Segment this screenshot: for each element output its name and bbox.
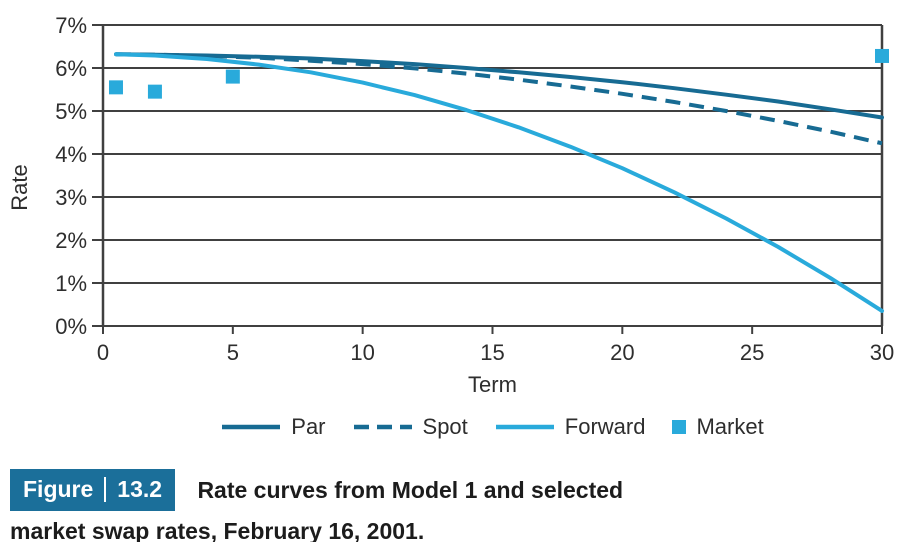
series-forward-line [114, 52, 884, 313]
y-tick-label: 2% [55, 228, 87, 253]
figure-badge-label: Figure [23, 476, 94, 502]
x-tick-label: 5 [227, 340, 239, 365]
legend-item-spot: Spot [353, 414, 468, 440]
x-tick-label: 30 [870, 340, 894, 365]
y-tick-label: 5% [55, 99, 87, 124]
y-tick-label: 0% [55, 314, 87, 339]
figure-caption: Figure 13.2 Rate curves from Model 1 and… [10, 469, 700, 542]
caption-line-2: market swap rates, February 16, 2001. [10, 518, 425, 542]
legend-label: Par [291, 414, 326, 439]
legend-label: Spot [422, 414, 468, 439]
caption-line-1: Rate curves from Model 1 and selected [197, 477, 624, 504]
y-tick-label: 3% [55, 185, 87, 210]
y-tick-label: 4% [55, 142, 87, 167]
legend-swatch-line [495, 424, 554, 430]
x-tick-label: 20 [610, 340, 634, 365]
x-tick-label: 0 [97, 340, 109, 365]
y-tick-label: 6% [55, 56, 87, 81]
figure-badge: Figure 13.2 [10, 469, 176, 511]
x-axis-label: Term [468, 372, 517, 397]
x-tick-label: 15 [480, 340, 504, 365]
y-tick-label: 1% [55, 271, 87, 296]
figure-badge-divider [104, 476, 107, 502]
legend-swatch-line [353, 424, 412, 430]
x-tick-label: 10 [350, 340, 374, 365]
market-point [108, 80, 123, 95]
market-point [225, 69, 240, 84]
legend-label: Forward [564, 414, 646, 439]
legend-item-market: Market [672, 414, 764, 440]
figure-badge-number: 13.2 [117, 476, 163, 502]
chart-legend: Par Spot Forward Market [103, 408, 882, 446]
market-point [875, 48, 889, 63]
legend-label: Market [696, 414, 764, 439]
legend-swatch-line [222, 424, 281, 430]
legend-item-par: Par [221, 414, 326, 440]
y-tick-label: 7% [55, 13, 87, 38]
legend-swatch-square [672, 420, 687, 434]
rate-curves-chart: 0% 1% 2% 3% 4% 5% 6% 7% 0 5 10 15 20 25 30 Term Rate [7, 13, 894, 397]
x-tick-label: 25 [740, 340, 764, 365]
series-par-line [114, 52, 884, 120]
market-point [147, 84, 162, 99]
legend-item-forward: Forward [495, 414, 646, 440]
y-axis-label: Rate [7, 164, 32, 210]
